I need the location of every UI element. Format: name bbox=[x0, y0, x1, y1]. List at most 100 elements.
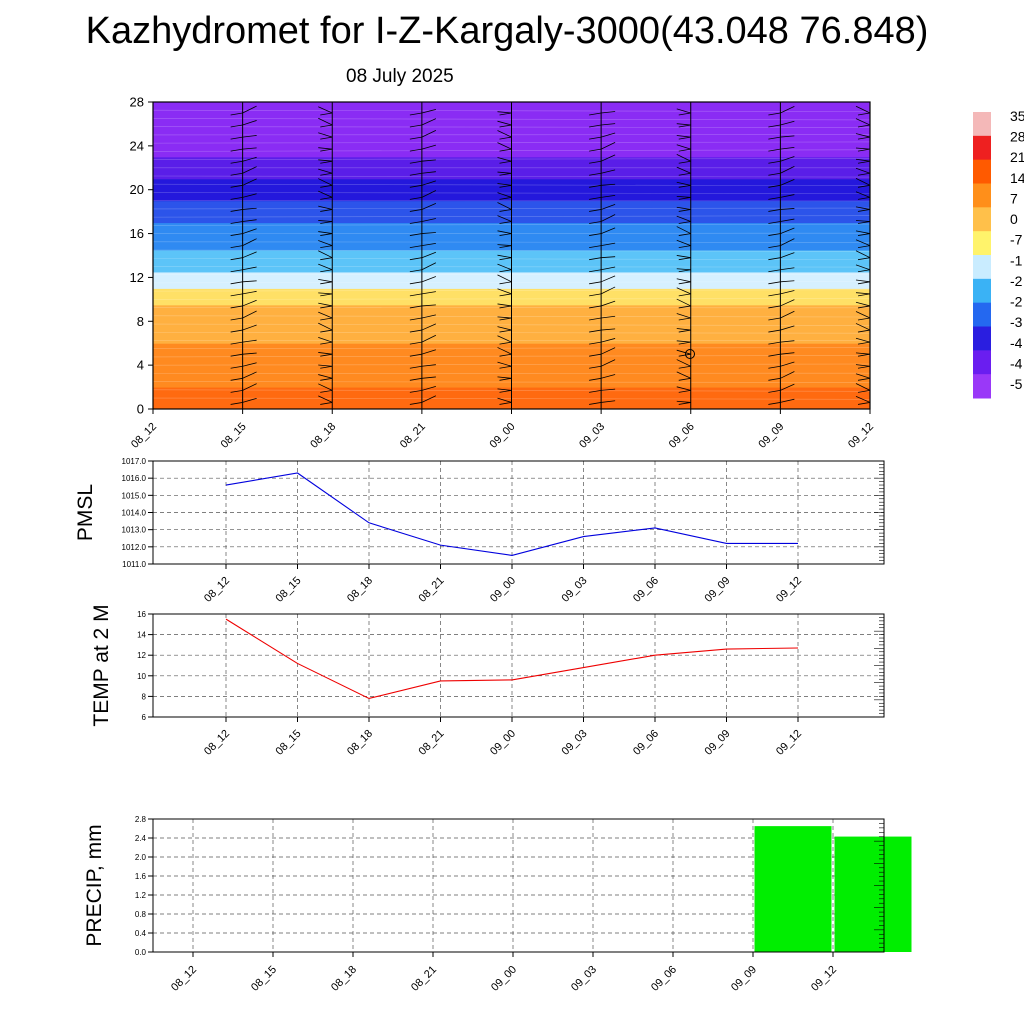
wind-barb bbox=[318, 383, 333, 391]
x-tick-label: 09_12 bbox=[774, 575, 804, 605]
wind-barb bbox=[855, 323, 870, 331]
wind-barb bbox=[589, 245, 602, 249]
wind-barb bbox=[768, 353, 781, 357]
wind-barb bbox=[780, 352, 795, 355]
wind-barb bbox=[409, 172, 422, 176]
wind-barb bbox=[320, 377, 333, 381]
wind-barb bbox=[242, 266, 257, 271]
wind-barb bbox=[855, 220, 870, 222]
wind-barb bbox=[499, 160, 512, 164]
wind-barb bbox=[421, 304, 436, 307]
wind-barb bbox=[153, 390, 154, 391]
wind-barb bbox=[676, 328, 691, 331]
wind-barb bbox=[242, 362, 257, 367]
wind-barb bbox=[230, 329, 243, 333]
wind-barb bbox=[600, 275, 616, 283]
wind-barb bbox=[768, 184, 781, 188]
wind-barb bbox=[768, 112, 781, 116]
wind-barb bbox=[230, 221, 243, 224]
wind-barb bbox=[857, 245, 870, 249]
wind-barb bbox=[857, 353, 870, 357]
wind-barb bbox=[497, 230, 512, 234]
wind-barb bbox=[601, 195, 616, 198]
wind-barb bbox=[242, 397, 257, 403]
wind-barb bbox=[678, 160, 691, 164]
wind-barb bbox=[320, 196, 333, 200]
wind-barb bbox=[499, 233, 512, 236]
wind-barb bbox=[497, 376, 512, 379]
colorbar-label: -7 bbox=[1010, 232, 1023, 248]
wind-barb bbox=[153, 209, 154, 210]
wind-barb bbox=[320, 221, 333, 224]
wind-barb bbox=[855, 133, 870, 138]
wind-barb bbox=[676, 268, 691, 271]
wind-barb bbox=[678, 377, 691, 381]
wind-barb bbox=[320, 136, 333, 140]
colorbar-swatch bbox=[973, 326, 991, 351]
wind-barb bbox=[242, 290, 257, 295]
wind-barb bbox=[589, 402, 602, 405]
wind-barb bbox=[768, 365, 781, 369]
colorbar-label: -1 bbox=[1010, 252, 1023, 268]
wind-barb bbox=[153, 378, 154, 379]
wind-barb bbox=[153, 172, 154, 174]
wind-barb bbox=[153, 354, 154, 355]
wind-barb bbox=[409, 221, 422, 224]
wind-barb bbox=[499, 365, 512, 369]
wind-barb bbox=[499, 148, 512, 152]
x-tick-label: 09_00 bbox=[488, 728, 518, 758]
wind-barb bbox=[421, 291, 436, 295]
wind-barb bbox=[589, 172, 602, 176]
colorbar-label: -4 bbox=[1010, 355, 1023, 371]
x-tick-label: 08_12 bbox=[129, 421, 159, 451]
wind-barb bbox=[497, 397, 512, 403]
wind-barb bbox=[780, 310, 795, 319]
x-tick-label: 09_03 bbox=[560, 575, 590, 605]
wind-barb bbox=[409, 184, 422, 188]
page-subtitle: 08 July 2025 bbox=[346, 66, 454, 87]
wind-barb bbox=[676, 278, 691, 283]
colorbar-label: -5 bbox=[1010, 376, 1023, 392]
wind-barb bbox=[768, 402, 781, 405]
y-tick-label: 28 bbox=[130, 95, 144, 110]
wind-barb bbox=[318, 159, 333, 162]
wind-barb bbox=[153, 305, 154, 307]
wind-barb bbox=[499, 221, 512, 224]
wind-barb bbox=[857, 293, 870, 297]
wind-barb bbox=[857, 136, 870, 140]
wind-barb bbox=[497, 316, 512, 319]
calm-wind-marker bbox=[685, 349, 695, 359]
wind-barb bbox=[409, 160, 422, 164]
wind-barb bbox=[497, 120, 512, 126]
wind-barb bbox=[409, 365, 422, 369]
wind-barb bbox=[600, 300, 616, 307]
wind-barb bbox=[153, 293, 154, 294]
wind-barb bbox=[318, 374, 333, 379]
wind-barb bbox=[768, 257, 781, 261]
wind-barb bbox=[153, 221, 154, 222]
wind-barb bbox=[855, 105, 870, 114]
wind-barb bbox=[153, 125, 154, 126]
wind-barb bbox=[497, 361, 512, 367]
wind-barb bbox=[857, 281, 870, 285]
wind-barb bbox=[409, 148, 422, 152]
wind-barb bbox=[678, 221, 691, 224]
wind-barb bbox=[242, 219, 257, 222]
wind-barb bbox=[676, 255, 691, 259]
colorbar-label: 35 bbox=[1010, 108, 1024, 124]
wind-barb bbox=[153, 305, 154, 306]
y-tick-label: 1017.0 bbox=[122, 457, 147, 466]
wind-barb bbox=[320, 112, 333, 116]
wind-barb bbox=[421, 276, 437, 283]
wind-barb bbox=[601, 388, 616, 391]
x-tick-label: 08_15 bbox=[274, 728, 304, 758]
wind-barb bbox=[320, 160, 333, 164]
wind-barb bbox=[499, 341, 512, 345]
x-tick-label: 09_03 bbox=[577, 421, 607, 451]
x-tick-label: 09_09 bbox=[756, 421, 786, 451]
wind-barb bbox=[678, 305, 691, 309]
wind-barb bbox=[768, 305, 781, 309]
wind-barb bbox=[589, 341, 602, 345]
wind-barb bbox=[768, 245, 781, 249]
